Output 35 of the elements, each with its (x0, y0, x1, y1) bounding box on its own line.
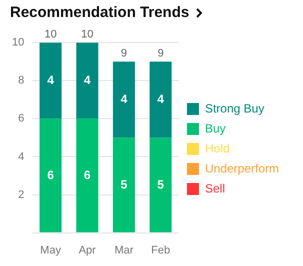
data-label: 5 (120, 177, 128, 192)
chart-title: Recommendation Trends (10, 4, 190, 21)
data-label: 5 (157, 177, 164, 192)
legend-label: Underperform (204, 161, 280, 176)
legend-label: Sell (204, 181, 225, 196)
x-tick-label: May (40, 244, 62, 256)
legend-label: Hold (204, 141, 230, 156)
bar (76, 42, 98, 119)
y-tick-label: 8 (18, 74, 24, 87)
bar (112, 138, 135, 232)
bar (76, 118, 98, 232)
data-label: 6 (84, 168, 91, 182)
legend-label: Strong Buy (204, 101, 264, 116)
data-label: 6 (47, 168, 54, 182)
bar (150, 138, 172, 232)
x-tick-label: Mar (114, 244, 134, 256)
total-label: 9 (120, 48, 128, 60)
data-label: 4 (120, 92, 128, 106)
x-tick-label: Feb (151, 244, 170, 256)
y-tick-label: 10 (12, 36, 24, 49)
bar (112, 62, 135, 138)
data-label: 4 (47, 72, 54, 87)
bar (40, 118, 62, 232)
y-tick-label: 6 (18, 112, 24, 125)
x-tick-label: Apr (78, 244, 96, 256)
total-label: 9 (158, 48, 164, 60)
bar (40, 42, 62, 119)
legend-label: Buy (204, 121, 226, 136)
bar (150, 62, 172, 138)
data-label: 4 (157, 92, 164, 106)
data-label: 4 (84, 72, 91, 87)
total-label: 10 (44, 28, 57, 41)
y-tick-label: 4 (18, 150, 24, 163)
total-label: 10 (81, 28, 94, 41)
y-tick-label: 2 (18, 188, 24, 201)
